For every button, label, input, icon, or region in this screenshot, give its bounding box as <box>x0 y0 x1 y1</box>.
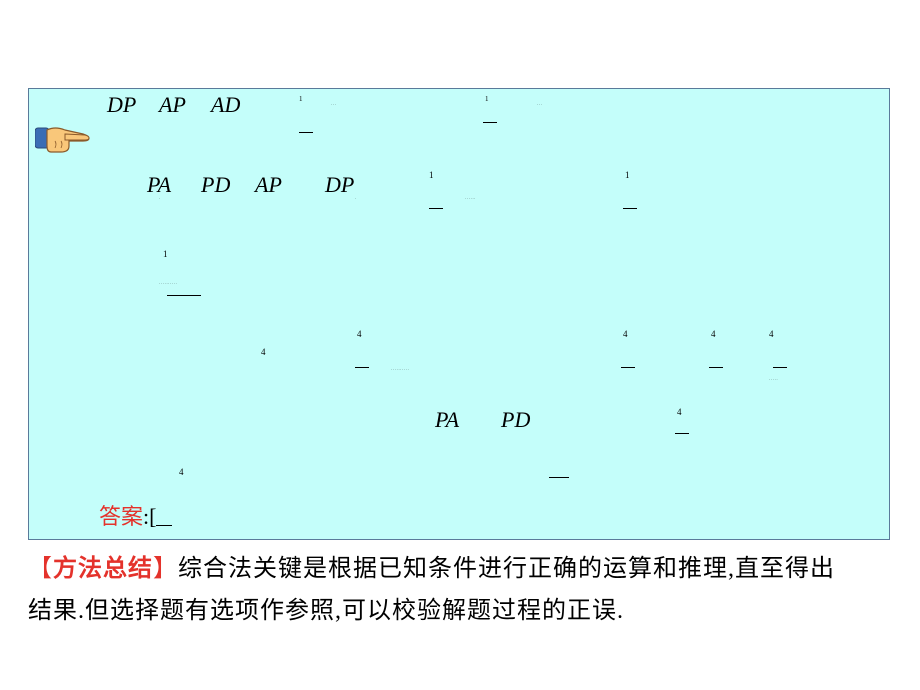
num-4x: 4 <box>261 347 266 357</box>
num-2a: 1 <box>429 170 434 180</box>
tiny-1a: ··· <box>331 102 337 107</box>
summary-body-2: 结果.但选择题有选项作参照,可以校验解题过程的正误. <box>28 598 624 624</box>
answer-open: [ <box>149 504 156 529</box>
math-row-2: PA PD AP DP · · 1 ······ 1 <box>29 172 889 198</box>
var-pa2: PA <box>435 407 459 433</box>
var-ap2: AP <box>255 172 282 198</box>
num-4b: 4 <box>623 329 628 339</box>
method-summary: 【方法总结】综合法关键是根据已知条件进行正确的运算和推理,直至得出 结果.但选择… <box>28 548 890 632</box>
summary-title: 方法总结 <box>53 556 153 582</box>
num-1a: 1 <box>299 95 303 103</box>
var-ap: AP <box>159 92 186 118</box>
var-pd2: PD <box>501 407 530 433</box>
frac-bar-2a <box>429 208 443 209</box>
frac-bar-4a <box>355 367 369 368</box>
frac-bar-4d <box>773 367 787 368</box>
summary-close: 】 <box>153 556 178 582</box>
tiny-2b: · <box>355 196 357 201</box>
tiny-2c: ······ <box>465 196 476 201</box>
tiny-1b: ··· <box>537 102 543 107</box>
var-dp2: DP <box>325 172 354 198</box>
frac-bar-2b <box>623 208 637 209</box>
summary-open: 【 <box>28 556 53 582</box>
var-ad: AD <box>211 92 240 118</box>
summary-body-1: 综合法关键是根据已知条件进行正确的运算和推理,直至得出 <box>178 556 835 582</box>
var-pa: PA <box>147 172 171 198</box>
num-4d: 4 <box>769 329 774 339</box>
tiny-4b: ····· <box>769 377 778 382</box>
num-3a: 1 <box>163 249 168 259</box>
num-2b: 1 <box>625 170 630 180</box>
var-dp: DP <box>107 92 136 118</box>
frac-bar-3 <box>167 295 201 296</box>
tiny-3a: ·········· <box>159 281 177 286</box>
frac-bar-4f <box>549 477 569 478</box>
frac-bar-1a <box>483 122 497 123</box>
num-1b: 1 <box>485 95 489 103</box>
answer-dash <box>156 525 172 526</box>
var-pd: PD <box>201 172 230 198</box>
frac-bar-4c <box>709 367 723 368</box>
frac-bar-4e <box>675 433 689 434</box>
pointing-hand-icon <box>35 116 91 156</box>
num-4e: 4 <box>677 407 682 417</box>
num-4f: 4 <box>179 467 184 477</box>
frac-bar-1b <box>299 132 313 133</box>
num-4c: 4 <box>711 329 716 339</box>
math-row-1: DP AP AD 1 ··· 1 ··· <box>29 92 889 118</box>
frac-bar-4b <box>621 367 635 368</box>
answer-label: 答案 <box>99 504 143 529</box>
slide-frame: DP AP AD 1 ··· 1 ··· PA PD AP DP · · 1 ·… <box>28 88 890 540</box>
tiny-2a: · <box>159 196 161 201</box>
tiny-4a: ·········· <box>391 367 409 372</box>
answer-line: 答案:[ <box>99 499 172 531</box>
num-4a: 4 <box>357 329 362 339</box>
